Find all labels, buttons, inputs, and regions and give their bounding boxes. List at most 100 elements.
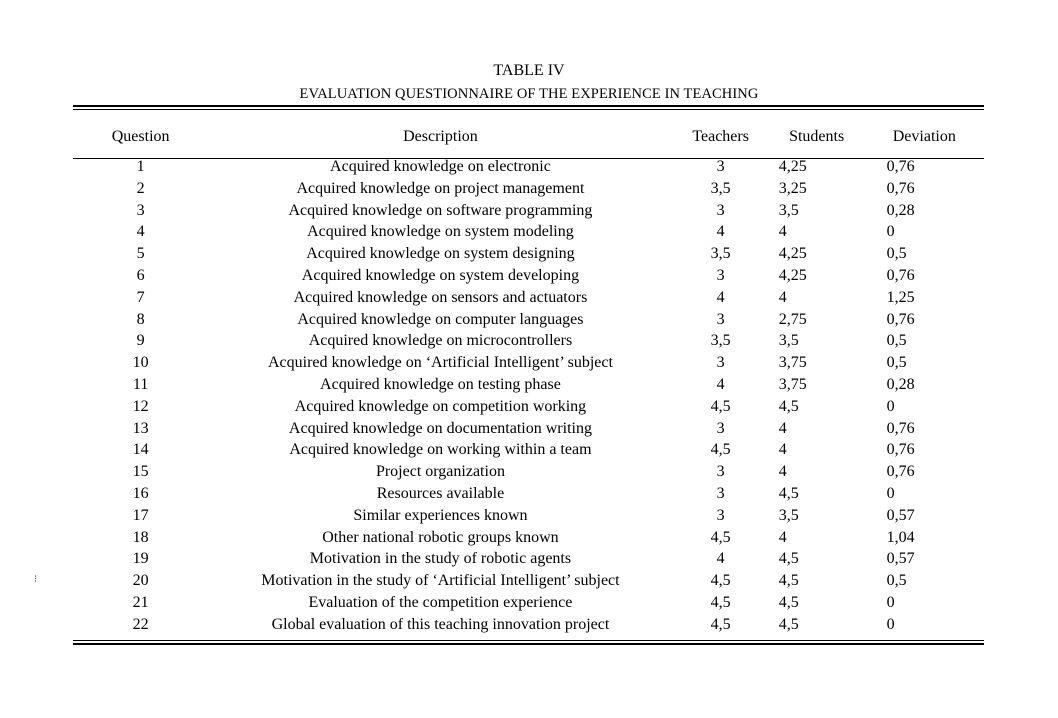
table-row: 11 Acquired knowledge on testing phase 4 3,…: [73, 374, 984, 396]
cell-question-number: 19: [132, 550, 149, 568]
cell-question-number: 1: [136, 158, 145, 175]
cell-description: Acquired knowledge on documentation writ…: [288, 419, 592, 437]
cell-question-number: 4: [136, 223, 145, 241]
cell-description: Global evaluation of this teaching innov…: [271, 615, 610, 633]
cell-deviation: 0,57: [886, 550, 915, 568]
cell-question-number: 7: [136, 288, 145, 306]
cell-deviation: 0: [886, 397, 895, 415]
cell-question-number: 9: [136, 332, 145, 350]
header-row: Question Description Teachers Students D…: [73, 117, 984, 156]
cell-question-number: 15: [132, 463, 149, 481]
cell-deviation: 0,5: [886, 354, 907, 372]
cell-deviation: 0,76: [886, 179, 915, 197]
cell-question-number: 20: [132, 572, 149, 590]
cell-students-score: 3,5: [778, 201, 799, 219]
cell-students-score: 4,5: [778, 397, 799, 415]
table-body: 1 Acquired knowledge on electronic 3 4,25 0,…: [73, 156, 984, 636]
cell-question-number: 16: [132, 484, 149, 502]
cell-deviation: 0: [886, 615, 895, 633]
cell-teachers-score: 4,5: [710, 615, 731, 633]
cell-description: Evaluation of the competition experience: [308, 593, 573, 611]
cell-teachers-score: 4: [716, 223, 725, 241]
table-row: 16 Resources available 3 4,5 0: [73, 483, 984, 505]
column-header-deviation: Deviation: [892, 127, 956, 145]
cell-teachers-score: 4,5: [710, 528, 731, 546]
cell-students-score: 4: [778, 288, 787, 306]
cell-description: Acquired knowledge on competition workin…: [294, 397, 587, 415]
cell-teachers-score: 3: [716, 310, 725, 328]
table-row: 14 Acquired knowledge on working within a…: [73, 439, 984, 461]
cell-description: Acquired knowledge on computer languages: [297, 310, 584, 328]
evaluation-table: Question Description Teachers Students D…: [73, 117, 984, 636]
table-title: EVALUATION QUESTIONNAIRE OF THE EXPERIEN…: [299, 86, 759, 102]
cell-question-number: 10: [132, 354, 149, 372]
cell-students-score: 4,5: [778, 572, 799, 590]
table-row: 13 Acquired knowledge on documentation wr…: [73, 418, 984, 440]
cell-question-number: 6: [136, 266, 145, 284]
cell-students-score: 4,5: [778, 615, 799, 633]
cell-description: Acquired knowledge on project management: [296, 179, 585, 197]
column-header-teachers: Teachers: [692, 127, 749, 145]
cell-deviation: 0,76: [886, 158, 915, 175]
header-rule: [73, 158, 984, 159]
cell-deviation: 0: [886, 593, 895, 611]
cell-teachers-score: 3: [716, 484, 725, 502]
cell-teachers-score: 4: [716, 375, 725, 393]
cell-deviation: 0,28: [886, 201, 915, 219]
cell-question-number: 18: [132, 528, 149, 546]
cell-students-score: 4,25: [778, 245, 807, 263]
cell-students-score: 3,75: [778, 354, 807, 372]
table-row: 10 Acquired knowledge on ‘Artificial Inte…: [73, 352, 984, 374]
cell-teachers-score: 4,5: [710, 593, 731, 611]
cell-students-score: 2,75: [778, 310, 807, 328]
cell-students-score: 3,25: [778, 179, 807, 197]
bottom-rule-outer: [73, 643, 984, 645]
table-row: 22 Global evaluation of this teaching inn…: [73, 614, 984, 636]
cell-students-score: 4,5: [778, 484, 799, 502]
cell-description: Other national robotic groups known: [322, 528, 559, 546]
cell-students-score: 4,5: [778, 550, 799, 568]
cell-teachers-score: 4: [716, 550, 725, 568]
cell-teachers-score: 4: [716, 288, 725, 306]
cell-description: Acquired knowledge on system modeling: [307, 223, 574, 241]
cell-question-number: 14: [132, 441, 149, 459]
cell-teachers-score: 3,5: [710, 245, 731, 263]
cell-teachers-score: 3: [716, 506, 725, 524]
cell-question-number: 17: [132, 506, 149, 524]
cell-deviation: 0,76: [886, 310, 915, 328]
cell-description: Acquired knowledge on software programmi…: [288, 201, 593, 219]
cell-deviation: 0,76: [886, 463, 915, 481]
table-row: 21 Evaluation of the competition experien…: [73, 592, 984, 614]
cell-teachers-score: 3: [716, 201, 725, 219]
cell-deviation: 0,76: [886, 441, 915, 459]
cell-question-number: 22: [132, 615, 149, 633]
cell-description: Acquired knowledge on electronic: [330, 158, 551, 175]
cell-question-number: 13: [132, 419, 149, 437]
cell-deviation: 0: [886, 484, 895, 502]
cell-students-score: 4,25: [778, 158, 807, 175]
cell-teachers-score: 4,5: [710, 441, 731, 459]
cell-description: Project organization: [375, 463, 505, 481]
table-row: 5 Acquired knowledge on system designing 3…: [73, 243, 984, 265]
cell-description: Acquired knowledge on sensors and actuat…: [293, 288, 588, 306]
cell-question-number: 5: [136, 245, 145, 263]
cell-students-score: 4,25: [778, 266, 807, 284]
cell-students-score: 4: [778, 528, 787, 546]
cell-deviation: 0,5: [886, 572, 907, 590]
table-row: 18 Other national robotic groups known 4,5…: [73, 527, 984, 549]
cell-teachers-score: 3: [716, 463, 725, 481]
column-header-description: Description: [403, 127, 478, 145]
column-header-students: Students: [789, 127, 845, 145]
cell-students-score: 4: [778, 441, 787, 459]
top-rule-outer: [73, 105, 984, 107]
table-number: TABLE IV: [493, 62, 565, 79]
cell-teachers-score: 3: [716, 419, 725, 437]
cell-description: Acquired knowledge on system designing: [306, 245, 575, 263]
cell-teachers-score: 4,5: [710, 397, 731, 415]
cell-description: Acquired knowledge on testing phase: [320, 375, 561, 393]
cell-deviation: 1,04: [886, 528, 915, 546]
cell-deviation: 0,57: [886, 506, 915, 524]
table-row: 9 Acquired knowledge on microcontrollers 3…: [73, 330, 984, 352]
cell-description: Motivation in the study of robotic agent…: [309, 550, 572, 568]
cell-students-score: 3,5: [778, 506, 799, 524]
